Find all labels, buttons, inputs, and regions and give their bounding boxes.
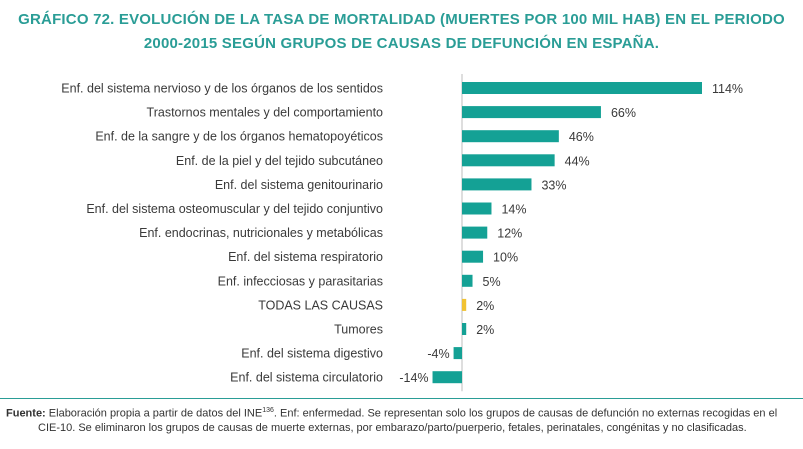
data-label: 12%: [497, 227, 522, 241]
bar-chart: Enf. del sistema nervioso y de los órgan…: [61, 74, 743, 392]
data-label: 44%: [565, 154, 590, 168]
data-label: -4%: [427, 347, 449, 361]
category-label: Enf. del sistema digestivo: [241, 347, 383, 361]
source-text-a: Elaboración propia a partir de datos del…: [45, 407, 263, 420]
category-label: Enf. de la sangre y de los órganos hemat…: [95, 130, 383, 144]
category-label: Enf. del sistema nervioso y de los órgan…: [61, 82, 383, 96]
category-label: Tumores: [334, 323, 383, 337]
data-label: 5%: [483, 275, 501, 289]
category-label: Enf. infecciosas y parasitarias: [218, 274, 383, 288]
data-label: 2%: [476, 323, 494, 337]
category-label: Enf. del sistema osteomuscular y del tej…: [86, 202, 383, 216]
bar: [432, 371, 462, 384]
bar: [462, 274, 473, 287]
data-label: 10%: [493, 251, 518, 265]
data-label: 66%: [611, 106, 636, 120]
bar: [453, 347, 462, 360]
category-label: Enf. de la piel y del tejido subcutáneo: [176, 154, 383, 168]
source-superscript: 136: [262, 407, 274, 414]
bar: [462, 130, 559, 143]
source-line-1: Fuente: Elaboración propia a partir de d…: [6, 404, 798, 421]
bar: [462, 106, 601, 119]
source-note: Fuente: Elaboración propia a partir de d…: [6, 404, 798, 435]
data-label: 33%: [541, 178, 566, 192]
data-label: 2%: [476, 299, 494, 313]
category-label: Enf. del sistema genitourinario: [215, 178, 383, 192]
data-label: 14%: [501, 203, 526, 217]
data-label: 46%: [569, 130, 594, 144]
bar: [462, 298, 467, 311]
bar: [462, 323, 467, 335]
category-label: Enf. del sistema circulatorio: [230, 371, 383, 385]
category-label: TODAS LAS CAUSAS: [258, 298, 383, 312]
source-line-2: CIE-10. Se eliminaron los grupos de caus…: [38, 421, 747, 434]
chart-title: GRÁFICO 72. EVOLUCIÓN DE LA TASA DE MORT…: [0, 8, 803, 56]
category-label: Enf. del sistema respiratorio: [228, 250, 383, 264]
bar: [462, 226, 488, 239]
divider: [0, 398, 803, 399]
data-label: 114%: [712, 82, 743, 96]
bar: [462, 82, 702, 94]
source-label: Fuente:: [6, 407, 46, 420]
bar: [462, 250, 484, 263]
category-label: Trastornos mentales y del comportamiento: [147, 106, 383, 120]
bar: [462, 202, 492, 215]
source-text-b: . Enf: enfermedad. Se representan solo l…: [273, 407, 778, 420]
bar: [462, 178, 532, 191]
chart-title-line-2: 2000-2015 SEGÚN GRUPOS DE CAUSAS DE DEFU…: [143, 35, 660, 52]
bar: [462, 154, 555, 167]
category-label: Enf. endocrinas, nutricionales y metaból…: [139, 226, 383, 240]
chart-title-line-1: GRÁFICO 72. EVOLUCIÓN DE LA TASA DE MORT…: [18, 11, 785, 28]
data-label: -14%: [399, 371, 428, 385]
